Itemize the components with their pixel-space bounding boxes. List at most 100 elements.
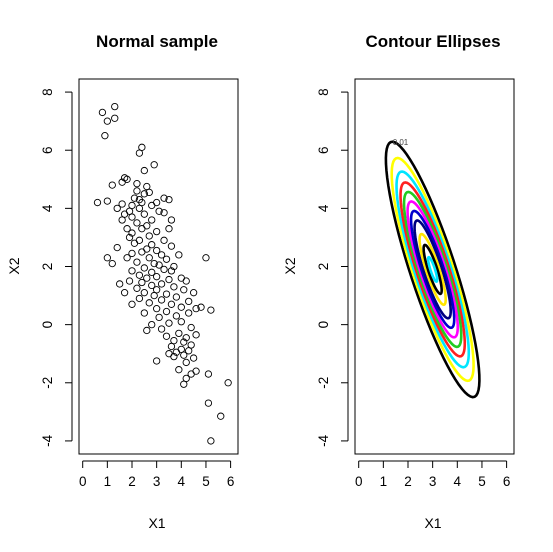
contour-ellipse [418,232,447,307]
scatter-point [160,236,168,244]
scatter-point [192,305,200,313]
scatter-point [172,312,181,320]
left-y-tick-label: 0 [40,321,55,329]
scatter-point [155,261,163,269]
left-y-tick-label: 6 [40,146,55,154]
scatter-point [175,251,183,259]
scatter-point [175,329,183,338]
scatter-point [189,289,198,297]
scatter-point [153,357,161,365]
left-x-tick-label: 3 [153,474,161,489]
scatter-point [101,132,109,140]
scatter-point [140,289,148,297]
scatter-point [111,114,119,122]
scatter-point [197,303,205,311]
left-y-tick-label: 8 [40,88,55,96]
scatter-point [108,181,116,189]
scatter-point [157,280,166,288]
right-y-axis-label: X2 [282,257,298,274]
scatter-point [182,277,190,285]
left-x-axis-label: X1 [148,515,165,531]
scatter-point [165,319,173,327]
scatter-point [103,254,111,262]
scatter-point [187,323,195,332]
right-x-tick-label: 1 [380,474,388,489]
contour-level-label: 0.01 [393,138,409,147]
scatter-point [180,338,188,346]
left-x-tick-label: 4 [178,474,186,489]
scatter-point [160,194,168,202]
scatter-point [125,277,134,285]
contour-ellipse [402,190,463,349]
right-x-axis-label: X1 [424,515,441,531]
scatter-point [123,254,131,262]
contour-ellipse [422,243,443,296]
scatter-point [165,225,173,233]
scatter-point [133,219,141,227]
scatter-point [150,291,158,300]
scatter-point [108,259,116,268]
scatter-point [118,200,126,208]
scatter-point [148,268,156,276]
left-x-tick-label: 1 [104,474,112,489]
scatter-point [130,239,139,247]
scatter-point [182,358,190,367]
scatter-point [155,313,163,322]
scatter-point [138,248,146,256]
scatter-point [170,352,178,361]
scatter-point [120,174,129,182]
panel-normal-sample: Normal sample 0 1 2 3 4 5 6 -4 -2 0 2 4 6 8 X1 X2 [6,32,239,531]
scatter-point [172,348,181,356]
scatter-point [182,334,190,342]
scatter-point [162,332,171,340]
scatter-point [135,271,144,279]
left-y-tick-label: 2 [40,263,55,271]
scatter-point [128,267,136,275]
scatter-point [133,180,141,188]
right-x-tick-label: 3 [429,474,437,489]
contour-ellipse [426,255,439,283]
left-x-tick-label: 5 [202,474,210,489]
scatter-point [128,249,136,258]
scatter-point [153,305,161,313]
contour-ellipse [409,209,456,330]
left-y-tick-label: -2 [40,377,55,389]
scatter-point [150,259,158,268]
left-y-tick-label: 4 [40,204,55,212]
scatter-point [140,210,148,218]
scatter-point [189,354,198,362]
scatter-point [165,275,173,284]
scatter-point [120,289,129,297]
scatter-point [133,187,141,195]
scatter-point [125,233,134,242]
scatter-point [145,188,153,197]
scatter-point [135,204,144,213]
scatter-point [135,294,144,303]
right-x-tick-label: 5 [478,474,486,489]
scatter-point [135,149,144,157]
scatter-point [143,326,151,335]
scatter-point [133,284,141,292]
right-y-tick-label: -4 [316,434,331,446]
scatter-point [172,293,181,301]
contour-ellipse [384,140,481,399]
scatter-point [123,225,131,233]
right-y-tick-label: 6 [316,146,331,154]
left-y-tick-label: -4 [40,434,55,446]
contour-ellipse [406,200,460,339]
scatter-point [167,242,176,250]
scatter-point [155,207,163,215]
scatter-point [153,246,161,255]
scatter-point [167,300,176,308]
scatter-point [217,412,225,420]
left-y-axis: -4 -2 0 2 4 6 8 [40,88,73,447]
scatter-point [116,280,124,288]
scatter-point [113,243,121,252]
scatter-point [204,399,213,407]
left-y-axis-label: X2 [6,257,22,274]
scatter-point [103,117,111,125]
left-x-axis: 0 1 2 3 4 5 6 [79,460,234,489]
scatter-point [167,216,176,224]
right-y-tick-label: 4 [316,204,331,212]
